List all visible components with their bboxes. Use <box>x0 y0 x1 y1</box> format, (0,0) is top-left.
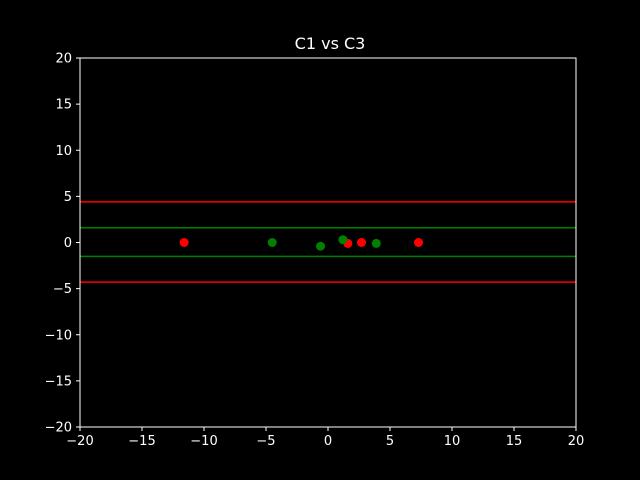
point-series1-2 <box>338 235 348 245</box>
point-series1-1 <box>316 241 326 251</box>
x-tick-label-1: −15 <box>128 434 155 449</box>
point-series0-3 <box>414 238 424 247</box>
x-tick-label-4: 0 <box>324 434 332 449</box>
y-tick-label-2: −10 <box>45 328 72 343</box>
x-tick-label-6: 10 <box>444 434 461 449</box>
y-tick-label-3: −5 <box>53 282 72 297</box>
x-tick-label-2: −10 <box>190 434 217 449</box>
y-tick-label-5: 5 <box>64 190 72 205</box>
point-series1-0 <box>267 238 277 247</box>
y-tick-label-1: −15 <box>45 374 72 389</box>
x-tick-label-0: −20 <box>66 434 93 449</box>
y-tick-label-0: −20 <box>45 421 72 436</box>
point-series1-3 <box>371 238 381 248</box>
point-series0-0 <box>179 238 189 247</box>
x-tick-label-5: 5 <box>386 434 394 449</box>
plot-area: −20 −15 −10 −5 0 5 10 15 20 −20 −15 −10 −5 0 5 10 15 20 <box>45 52 585 450</box>
y-tick-label-6: 10 <box>55 144 72 159</box>
x-tick-label-3: −5 <box>256 434 275 449</box>
x-tick-label-8: 20 <box>568 434 585 449</box>
point-series0-2 <box>356 238 366 247</box>
x-tick-label-7: 15 <box>506 434 523 449</box>
y-tick-label-4: 0 <box>64 236 72 251</box>
chart-title: C1 vs C3 <box>295 34 366 53</box>
y-tick-label-7: 15 <box>55 98 72 113</box>
y-tick-label-8: 20 <box>55 52 72 67</box>
